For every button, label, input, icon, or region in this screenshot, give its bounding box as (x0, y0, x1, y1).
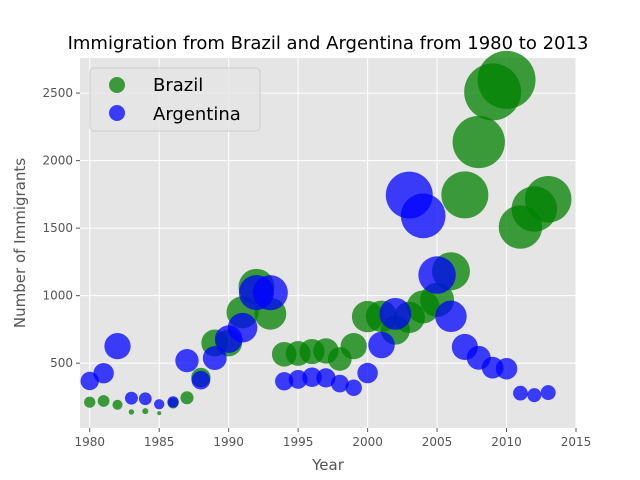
x-axis-ticks: 1980 1985 1990 1995 2000 2005 2010 2015 (74, 428, 591, 449)
x-tick-label: 1990 (213, 435, 244, 449)
legend-box (89, 67, 261, 132)
point-argentina-1997 (316, 368, 336, 388)
point-brazil-1980 (84, 396, 96, 408)
point-argentina-1993 (252, 275, 288, 311)
x-tick-label: 1985 (144, 435, 175, 449)
series-argentina (80, 171, 556, 410)
y-tick-label: 2000 (42, 154, 73, 168)
point-brazil-2007 (441, 171, 489, 219)
point-brazil-2013 (524, 175, 572, 223)
point-argentina-1986 (167, 396, 179, 408)
y-axis-label: Number of Immigrants (11, 158, 29, 328)
x-axis-label: Year (311, 456, 345, 474)
point-argentina-2002 (379, 297, 412, 330)
legend-marker-brazil (109, 77, 125, 93)
point-argentina-1984 (138, 392, 152, 406)
point-argentina-1999 (345, 379, 362, 397)
point-argentina-2006 (435, 300, 467, 333)
point-argentina-1983 (124, 391, 138, 405)
point-brazil-1981 (97, 395, 110, 407)
y-tick-label: 1000 (42, 289, 73, 303)
point-brazil-1983 (128, 409, 135, 415)
x-tick-label: 2005 (422, 435, 453, 449)
x-tick-label: 2000 (352, 435, 383, 449)
point-brazil-2010 (477, 50, 536, 109)
point-argentina-1981 (93, 362, 114, 384)
point-brazil-2008 (452, 115, 505, 169)
legend-label-argentina: Argentina (153, 104, 241, 125)
point-argentina-2004 (400, 193, 446, 239)
legend-marker-argentina (109, 105, 125, 121)
y-axis-ticks: 500 1000 1500 2000 2500 (42, 86, 80, 370)
point-brazil-1984 (142, 408, 149, 415)
point-argentina-2001 (368, 331, 395, 359)
point-argentina-1988 (191, 370, 211, 390)
y-tick-label: 1500 (42, 221, 73, 235)
x-tick-label: 2015 (561, 435, 592, 449)
point-argentina-1991 (227, 312, 258, 343)
point-argentina-1998 (330, 374, 349, 393)
y-tick-label: 2500 (42, 86, 73, 100)
point-argentina-2000 (357, 362, 378, 384)
legend-label-brazil: Brazil (153, 75, 203, 96)
point-argentina-1989 (202, 346, 227, 370)
point-argentina-1985 (154, 399, 165, 410)
chart-title: Immigration from Brazil and Argentina fr… (68, 33, 589, 54)
point-argentina-2013 (540, 385, 556, 401)
point-argentina-2005 (418, 256, 456, 294)
legend: Brazil Argentina (89, 67, 261, 132)
point-argentina-1994 (275, 372, 294, 391)
data-points (80, 50, 572, 416)
point-argentina-1982 (104, 333, 131, 360)
point-argentina-2012 (527, 388, 542, 403)
point-argentina-2011 (513, 385, 528, 401)
point-brazil-1987 (180, 391, 194, 405)
x-tick-label: 2010 (491, 435, 522, 449)
point-brazil-1982 (112, 399, 123, 410)
point-argentina-1996 (302, 367, 322, 387)
x-tick-label: 1980 (74, 435, 105, 449)
point-argentina-2010 (495, 357, 518, 380)
point-argentina-1987 (175, 348, 199, 373)
point-brazil-1999 (340, 333, 367, 360)
point-brazil-1985 (157, 411, 162, 416)
x-tick-label: 1995 (283, 435, 314, 449)
y-tick-label: 500 (50, 356, 73, 370)
